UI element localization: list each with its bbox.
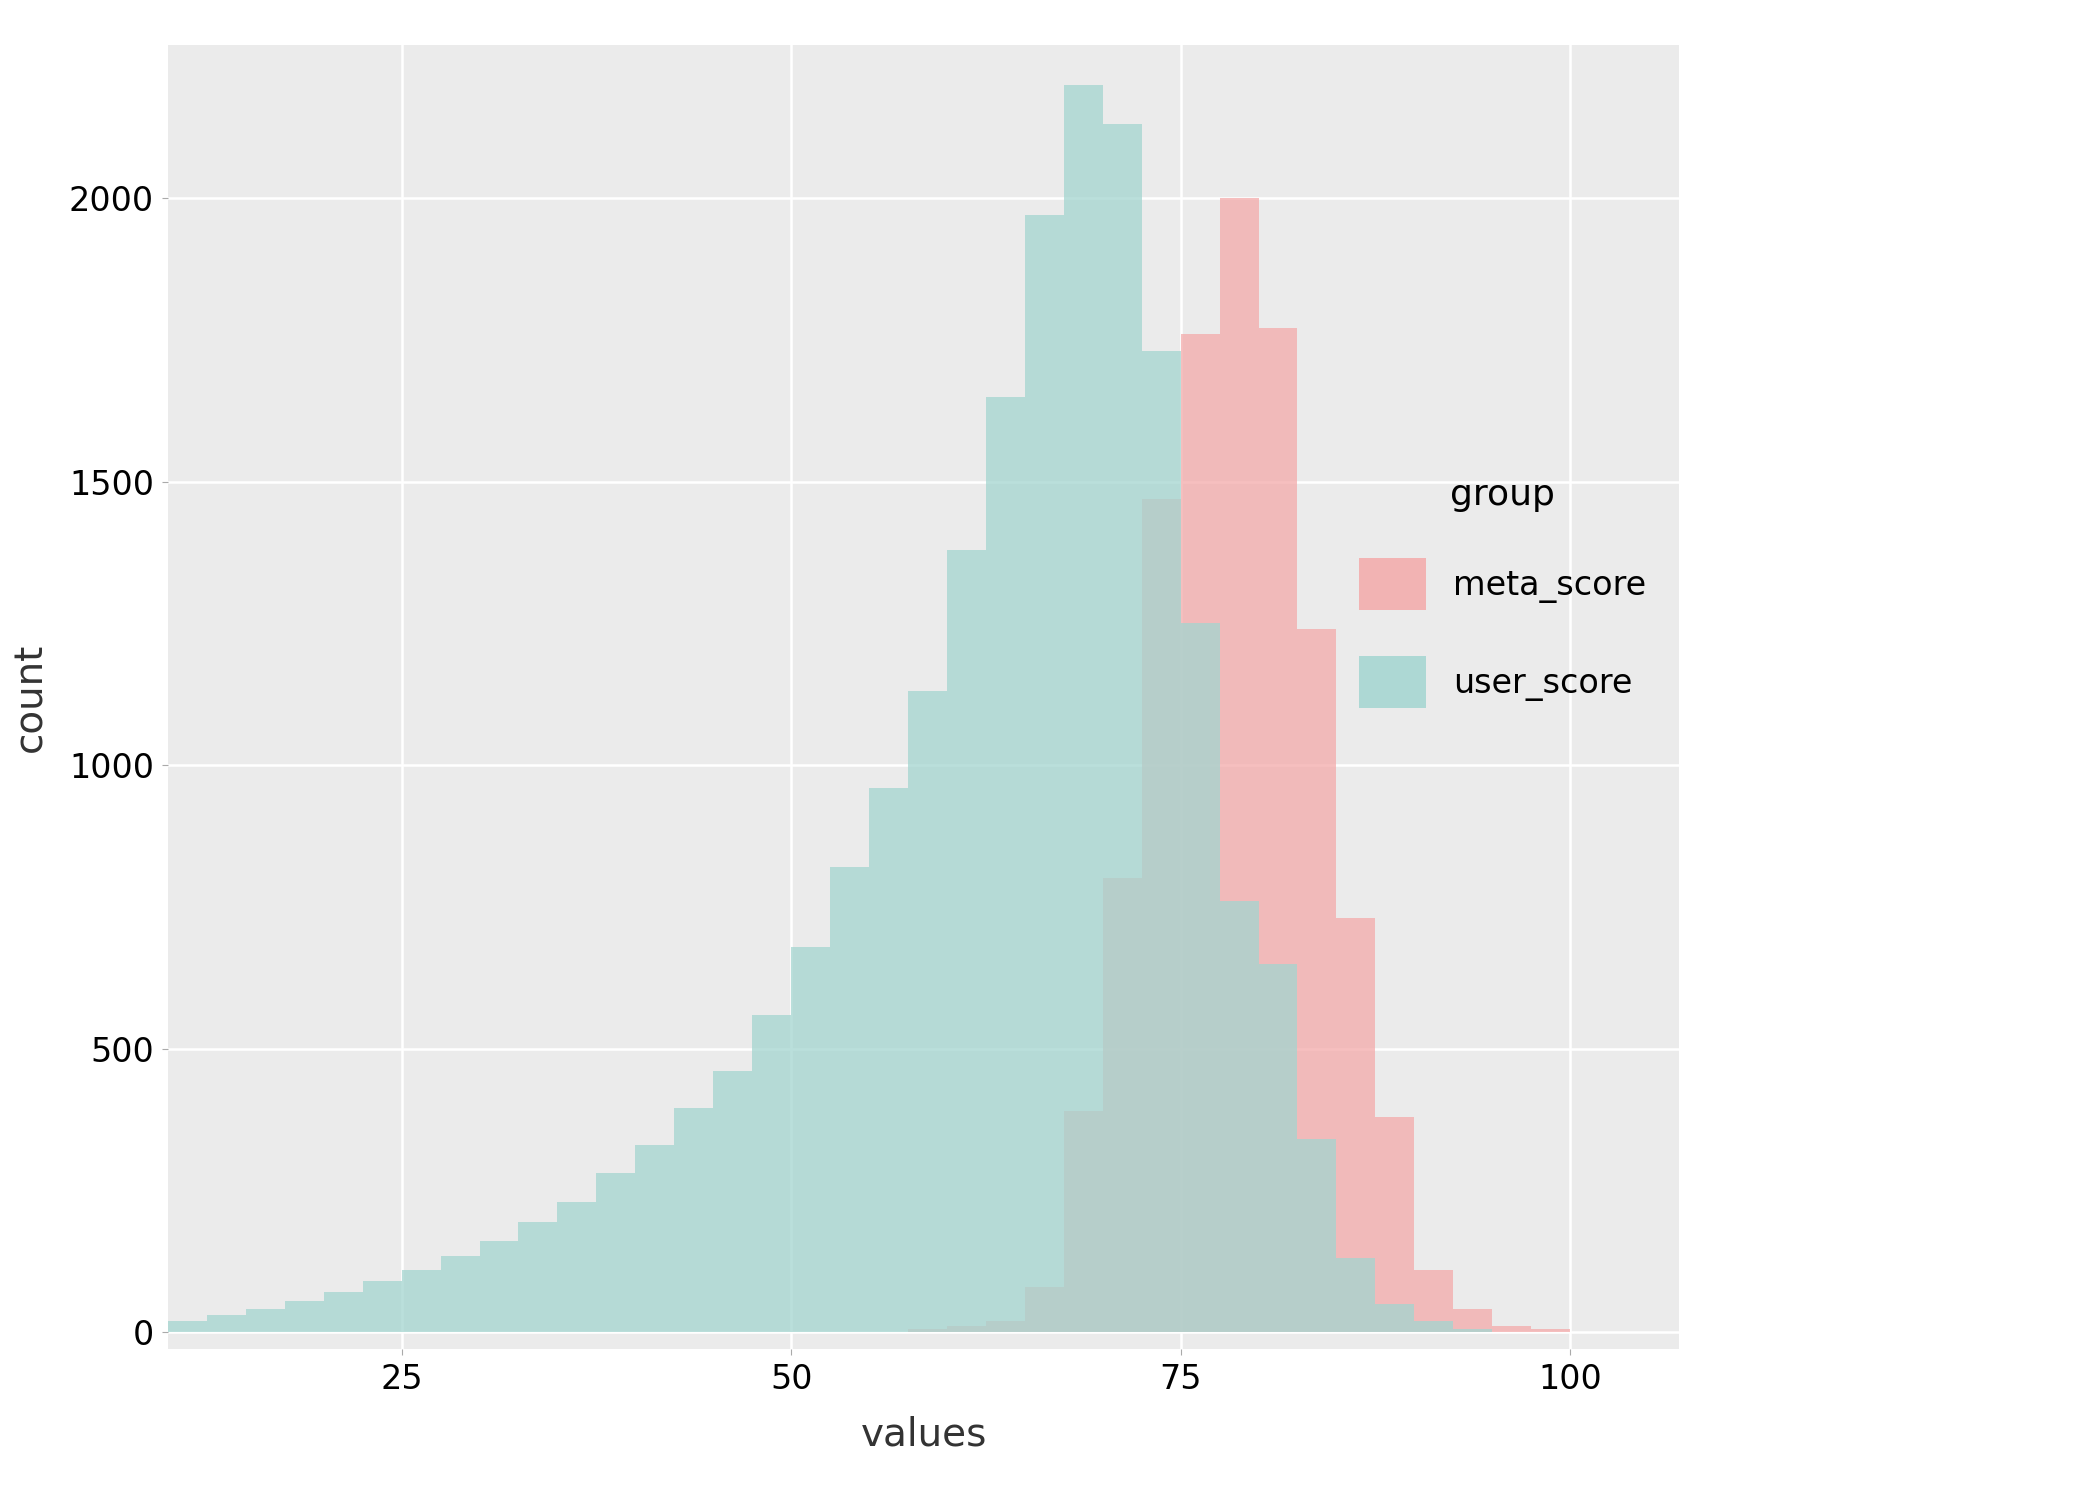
Bar xyxy=(1180,334,1220,1333)
Bar xyxy=(1453,1330,1492,1333)
Bar xyxy=(1259,328,1297,1333)
Bar xyxy=(791,946,829,1333)
Bar xyxy=(1142,499,1180,1333)
Bar xyxy=(1024,1286,1064,1333)
Bar xyxy=(1102,878,1142,1333)
Bar xyxy=(246,1310,285,1333)
Bar xyxy=(1064,84,1102,1333)
Bar xyxy=(1492,1327,1530,1333)
Bar xyxy=(1415,1321,1453,1333)
Bar xyxy=(518,1222,558,1333)
Bar xyxy=(1375,1304,1415,1333)
Bar xyxy=(1180,624,1220,1333)
Bar xyxy=(1337,1258,1375,1333)
Bar xyxy=(1337,919,1375,1333)
Bar xyxy=(323,1292,363,1333)
Y-axis label: count: count xyxy=(10,643,50,751)
Bar xyxy=(636,1145,674,1333)
Bar xyxy=(1297,630,1337,1333)
Bar xyxy=(674,1108,714,1333)
Bar xyxy=(987,397,1024,1333)
X-axis label: values: values xyxy=(861,1415,987,1454)
Bar xyxy=(441,1256,479,1333)
Bar xyxy=(1415,1270,1453,1333)
Bar xyxy=(869,788,909,1333)
Bar xyxy=(285,1301,323,1333)
Bar xyxy=(208,1315,246,1333)
Bar xyxy=(1259,964,1297,1333)
Bar xyxy=(1530,1330,1570,1333)
Bar xyxy=(751,1015,791,1333)
Bar xyxy=(1220,901,1259,1333)
Bar xyxy=(947,550,987,1333)
Bar xyxy=(363,1282,401,1333)
Bar xyxy=(947,1327,987,1333)
Bar xyxy=(479,1241,518,1333)
Bar xyxy=(558,1202,596,1333)
Bar xyxy=(168,1321,208,1333)
Bar xyxy=(829,866,869,1333)
Bar xyxy=(1102,124,1142,1333)
Bar xyxy=(1142,351,1180,1333)
Legend: meta_score, user_score: meta_score, user_score xyxy=(1343,460,1662,724)
Bar xyxy=(1220,198,1259,1333)
Bar xyxy=(1064,1111,1102,1333)
Bar xyxy=(1453,1310,1492,1333)
Bar xyxy=(1297,1139,1337,1333)
Bar xyxy=(1375,1117,1415,1333)
Bar xyxy=(909,691,947,1333)
Bar xyxy=(909,1330,947,1333)
Bar xyxy=(987,1321,1024,1333)
Bar xyxy=(1024,214,1064,1333)
Bar xyxy=(714,1072,751,1333)
Bar xyxy=(596,1174,636,1333)
Bar xyxy=(401,1270,441,1333)
